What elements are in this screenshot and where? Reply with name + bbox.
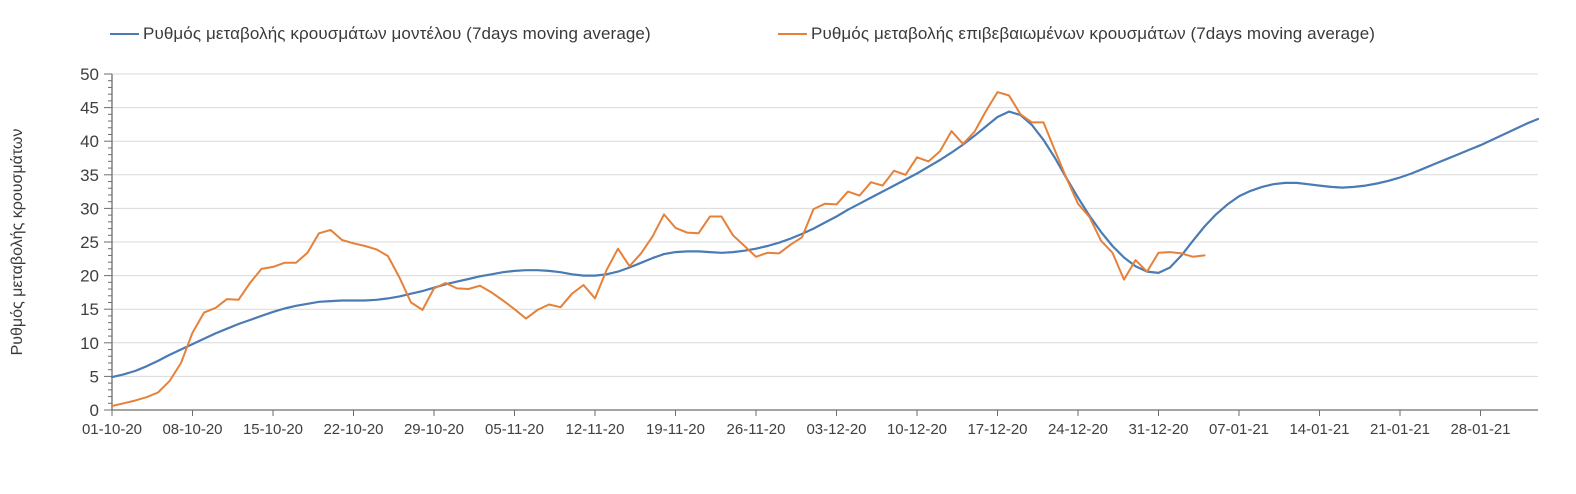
x-tick-label: 05-11-20 — [485, 421, 544, 438]
x-tick-label: 31-12-20 — [1128, 421, 1188, 438]
y-tick-label: 25 — [80, 233, 99, 252]
x-tick-label: 07-01-21 — [1209, 421, 1269, 438]
x-tick-label: 01-10-20 — [82, 421, 142, 438]
x-tick-label: 14-01-21 — [1289, 421, 1349, 438]
y-tick-label: 10 — [80, 334, 99, 353]
model-line-swatch-icon — [110, 33, 139, 35]
x-tick-label: 28-01-21 — [1450, 421, 1510, 438]
x-tick-label: 08-10-20 — [162, 421, 222, 438]
x-tick-label: 15-10-20 — [243, 421, 303, 438]
y-tick-label: 20 — [80, 267, 99, 286]
legend-item-confirmed: Ρυθμός μεταβολής επιβεβαιωμένων κρουσμάτ… — [778, 24, 1375, 44]
x-tick-label: 10-12-20 — [887, 421, 947, 438]
y-axis-ticks: 0 5 10 15 20 25 30 35 40 45 50 — [80, 65, 112, 420]
x-axis-ticks: 01-10-20 08-10-20 15-10-20 22-10-20 29-10-20… — [82, 410, 1511, 438]
y-tick-label: 5 — [90, 367, 99, 386]
y-tick-label: 0 — [90, 401, 99, 420]
legend: Ρυθμός μεταβολής κρουσμάτων μοντέλου (7d… — [0, 24, 1576, 48]
gridlines — [112, 73, 1538, 377]
confirmed-line-swatch-icon — [778, 33, 807, 35]
legend-label-confirmed: Ρυθμός μεταβολής επιβεβαιωμένων κρουσμάτ… — [811, 24, 1376, 43]
confirmed-series-line — [111, 91, 1206, 407]
model-series-line — [110, 110, 1540, 379]
y-tick-label: 40 — [80, 132, 99, 151]
y-tick-label: 30 — [80, 199, 99, 218]
legend-label-model: Ρυθμός μεταβολής κρουσμάτων μοντέλου (7d… — [143, 24, 651, 43]
y-tick-label: 15 — [80, 300, 99, 319]
x-tick-label: 21-01-21 — [1370, 421, 1430, 438]
x-tick-label: 29-10-20 — [404, 421, 464, 438]
y-axis-title: Ρυθμός μεταβολής κρουσμάτων — [9, 129, 26, 356]
x-tick-label: 26-11-20 — [727, 421, 786, 438]
x-tick-label: 24-12-20 — [1048, 421, 1108, 438]
x-tick-label: 22-10-20 — [323, 421, 383, 438]
legend-item-model: Ρυθμός μεταβολής κρουσμάτων μοντέλου (7d… — [110, 24, 651, 44]
x-tick-label: 19-11-20 — [646, 421, 705, 438]
x-tick-label: 12-11-20 — [566, 421, 625, 438]
y-tick-label: 50 — [80, 65, 99, 84]
x-tick-label: 17-12-20 — [967, 421, 1027, 438]
x-tick-label: 03-12-20 — [806, 421, 866, 438]
y-tick-label: 35 — [80, 166, 99, 185]
y-tick-label: 45 — [80, 99, 99, 118]
